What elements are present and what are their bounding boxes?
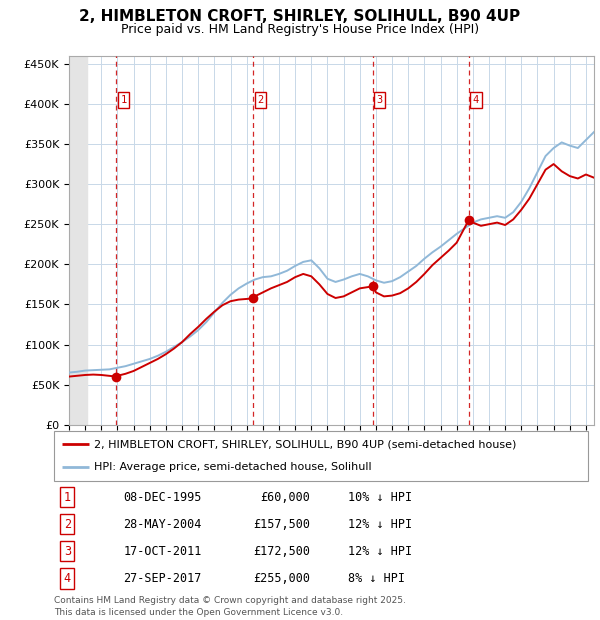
Text: 17-OCT-2011: 17-OCT-2011 xyxy=(124,545,202,558)
FancyBboxPatch shape xyxy=(54,431,588,480)
Text: 2: 2 xyxy=(257,95,263,105)
Text: 3: 3 xyxy=(64,545,71,558)
Text: 2: 2 xyxy=(64,518,71,531)
Text: 4: 4 xyxy=(473,95,479,105)
Text: 12% ↓ HPI: 12% ↓ HPI xyxy=(348,518,412,531)
Bar xyxy=(69,56,88,425)
Text: £157,500: £157,500 xyxy=(253,518,310,531)
Text: Price paid vs. HM Land Registry's House Price Index (HPI): Price paid vs. HM Land Registry's House … xyxy=(121,23,479,36)
Text: 10% ↓ HPI: 10% ↓ HPI xyxy=(348,490,412,503)
Text: 28-MAY-2004: 28-MAY-2004 xyxy=(124,518,202,531)
Text: 4: 4 xyxy=(64,572,71,585)
Text: HPI: Average price, semi-detached house, Solihull: HPI: Average price, semi-detached house,… xyxy=(94,462,371,472)
Text: 8% ↓ HPI: 8% ↓ HPI xyxy=(348,572,405,585)
Text: 3: 3 xyxy=(377,95,383,105)
Text: Contains HM Land Registry data © Crown copyright and database right 2025.
This d: Contains HM Land Registry data © Crown c… xyxy=(54,596,406,618)
Text: 2, HIMBLETON CROFT, SHIRLEY, SOLIHULL, B90 4UP (semi-detached house): 2, HIMBLETON CROFT, SHIRLEY, SOLIHULL, B… xyxy=(94,440,517,450)
Text: £255,000: £255,000 xyxy=(253,572,310,585)
Text: 2, HIMBLETON CROFT, SHIRLEY, SOLIHULL, B90 4UP: 2, HIMBLETON CROFT, SHIRLEY, SOLIHULL, B… xyxy=(79,9,521,24)
Text: 27-SEP-2017: 27-SEP-2017 xyxy=(124,572,202,585)
Text: 1: 1 xyxy=(64,490,71,503)
Text: 08-DEC-1995: 08-DEC-1995 xyxy=(124,490,202,503)
Text: £60,000: £60,000 xyxy=(260,490,310,503)
Text: 1: 1 xyxy=(121,95,127,105)
Text: £172,500: £172,500 xyxy=(253,545,310,558)
Text: 12% ↓ HPI: 12% ↓ HPI xyxy=(348,545,412,558)
